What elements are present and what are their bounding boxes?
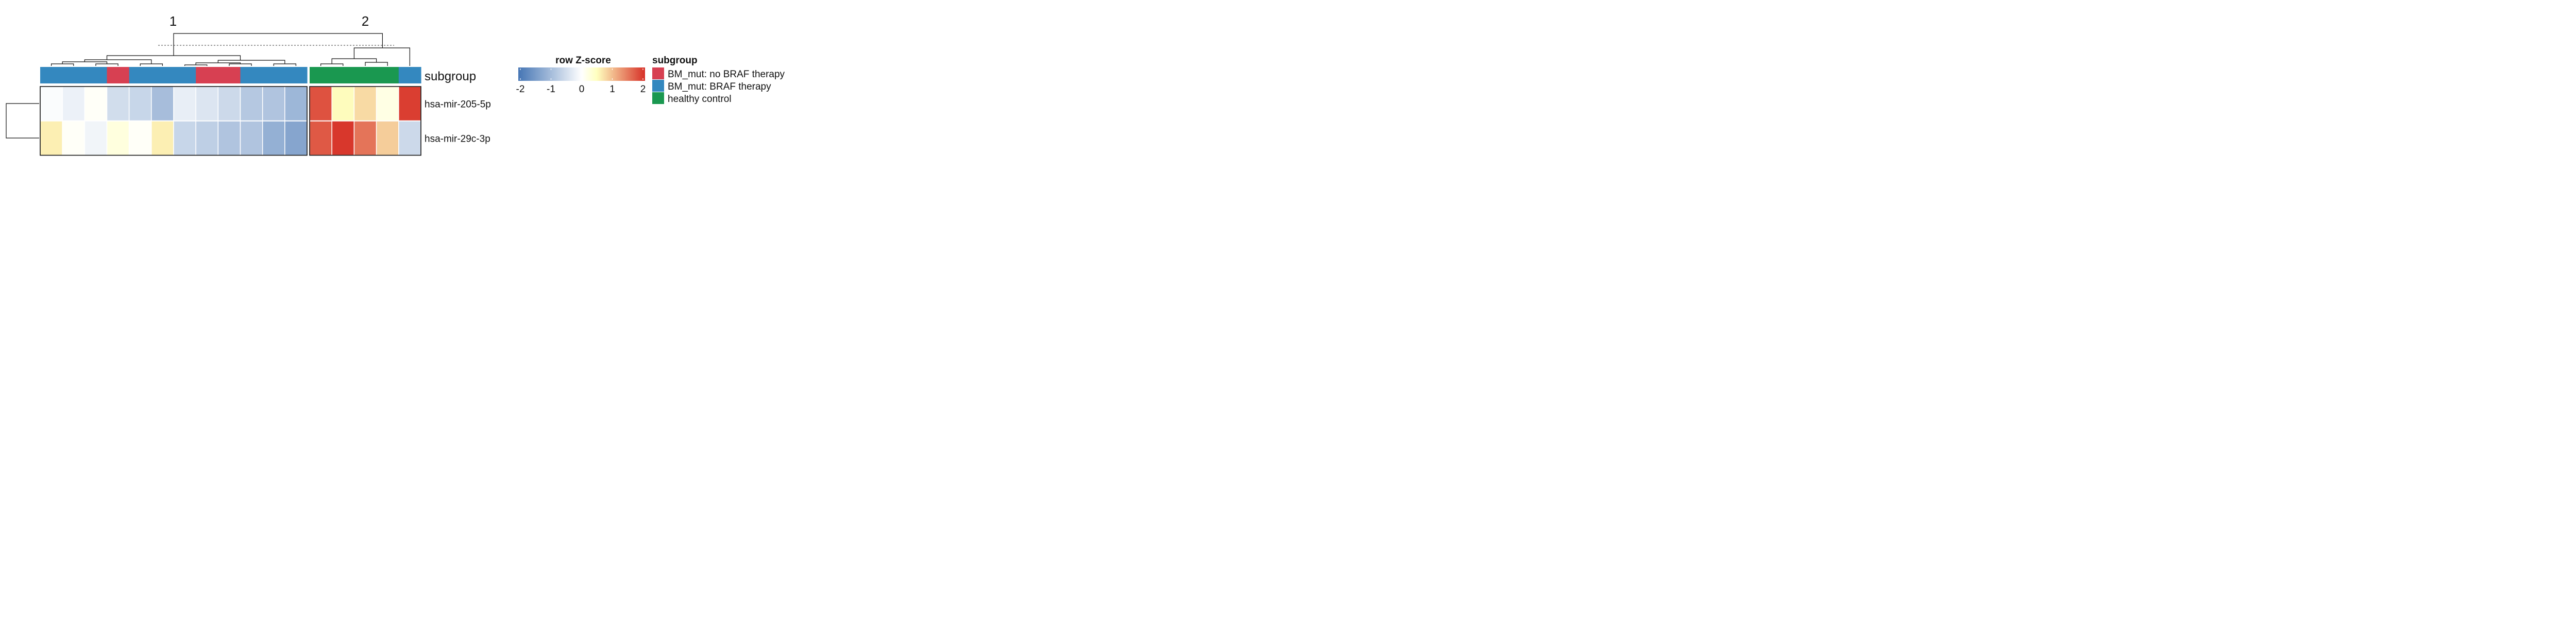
dendro-link [173,33,383,56]
dendro-link [365,62,388,66]
heatmap-figure: 1 2 subgroup hsa-mir-205-5p hsa-mir-29c-3p ro… [0,0,808,161]
dendro-link [320,63,344,66]
annotation-cell [151,67,174,83]
dendro-link [84,59,152,64]
annotation-track-label: subgroup [425,70,476,83]
heatmap-cell [151,121,174,156]
annotation-cell [376,67,399,83]
annotation-cell [218,67,241,83]
row-dendrogram [6,103,39,139]
heatmap-cell [398,121,421,156]
heatmap-cell [40,86,63,122]
legend-label: healthy control [668,94,732,105]
heatmap-block-border [309,86,421,156]
heatmap-cell [84,86,108,122]
row-label: hsa-mir-205-5p [425,99,491,110]
annotation-cell [398,67,421,83]
legend-swatch [652,80,664,92]
heatmap-cell [128,86,152,122]
heatmap-cell [376,121,399,156]
heatmap-cell [217,86,241,122]
heatmap-cell [84,121,108,156]
heatmap-cell [284,86,308,122]
heatmap-cell [106,86,130,122]
annotation-cell [107,67,130,83]
heatmap-cell [195,86,219,122]
dendro-link [140,63,163,66]
annotation-cell [129,67,152,83]
legend-title: subgroup [652,55,698,66]
heatmap-cell [151,86,174,122]
heatmap-cell [262,86,285,122]
dendro-link [273,63,297,66]
heatmap-cell [240,86,263,122]
annotation-cell [40,67,63,83]
annotation-cell [354,67,377,83]
dendro-link [331,58,377,64]
heatmap-cell [40,121,63,156]
heatmap-cell [353,86,377,122]
heatmap-cell [173,86,196,122]
heatmap-cell [331,86,355,122]
heatmap-svg: 1 2 subgroup hsa-mir-205-5p hsa-mir-29c-3p ro… [6,13,785,156]
annotation-cell [262,67,285,83]
heatmap-cell [195,121,219,156]
heatmap-cell [62,121,86,156]
heatmap-cell [331,121,355,156]
dendro-link [229,63,252,66]
legend-label: BM_mut: no BRAF therapy [668,69,785,80]
cluster-label: 2 [362,13,369,29]
annotation-cell [284,67,308,83]
heatmap-cell [173,121,196,156]
heatmap-cell [309,121,332,156]
legend-swatch [652,92,664,104]
colorbar-tick-label: 0 [579,84,585,95]
heatmap-cell [106,121,130,156]
annotation-cell [62,67,85,83]
dendro-link [217,60,285,64]
heatmap-cell [353,121,377,156]
colorbar-title: row Z-score [555,55,611,66]
legend-swatch [652,67,664,79]
cluster-label: 1 [170,13,177,29]
heatmap-block-border [40,86,308,156]
colorbar-tick-label: 2 [640,84,646,95]
heatmap-cell [240,121,263,156]
colorbar-tick-label: 1 [609,84,615,95]
annotation-cell [84,67,108,83]
heatmap-cell [217,121,241,156]
annotation-cell [196,67,218,83]
legend-label: BM_mut: BRAF therapy [668,81,771,92]
heatmap-cell [262,121,285,156]
colorbar-tick-label: -2 [516,84,525,95]
heatmap-cell [376,86,399,122]
dendro-link [353,47,410,66]
annotation-cell [240,67,263,83]
heatmap-cell [309,86,332,122]
annotation-cell [310,67,332,83]
annotation-cell [332,67,354,83]
heatmap-cell [398,86,421,122]
heatmap-cell [284,121,308,156]
colorbar-tick-label: -1 [547,84,555,95]
dendro-link [95,63,118,66]
dendro-link [184,64,208,66]
heatmap-cell [62,86,86,122]
annotation-cell [174,67,196,83]
row-label: hsa-mir-29c-3p [425,133,490,144]
heatmap-cell [128,121,152,156]
dendro-link [50,63,74,66]
